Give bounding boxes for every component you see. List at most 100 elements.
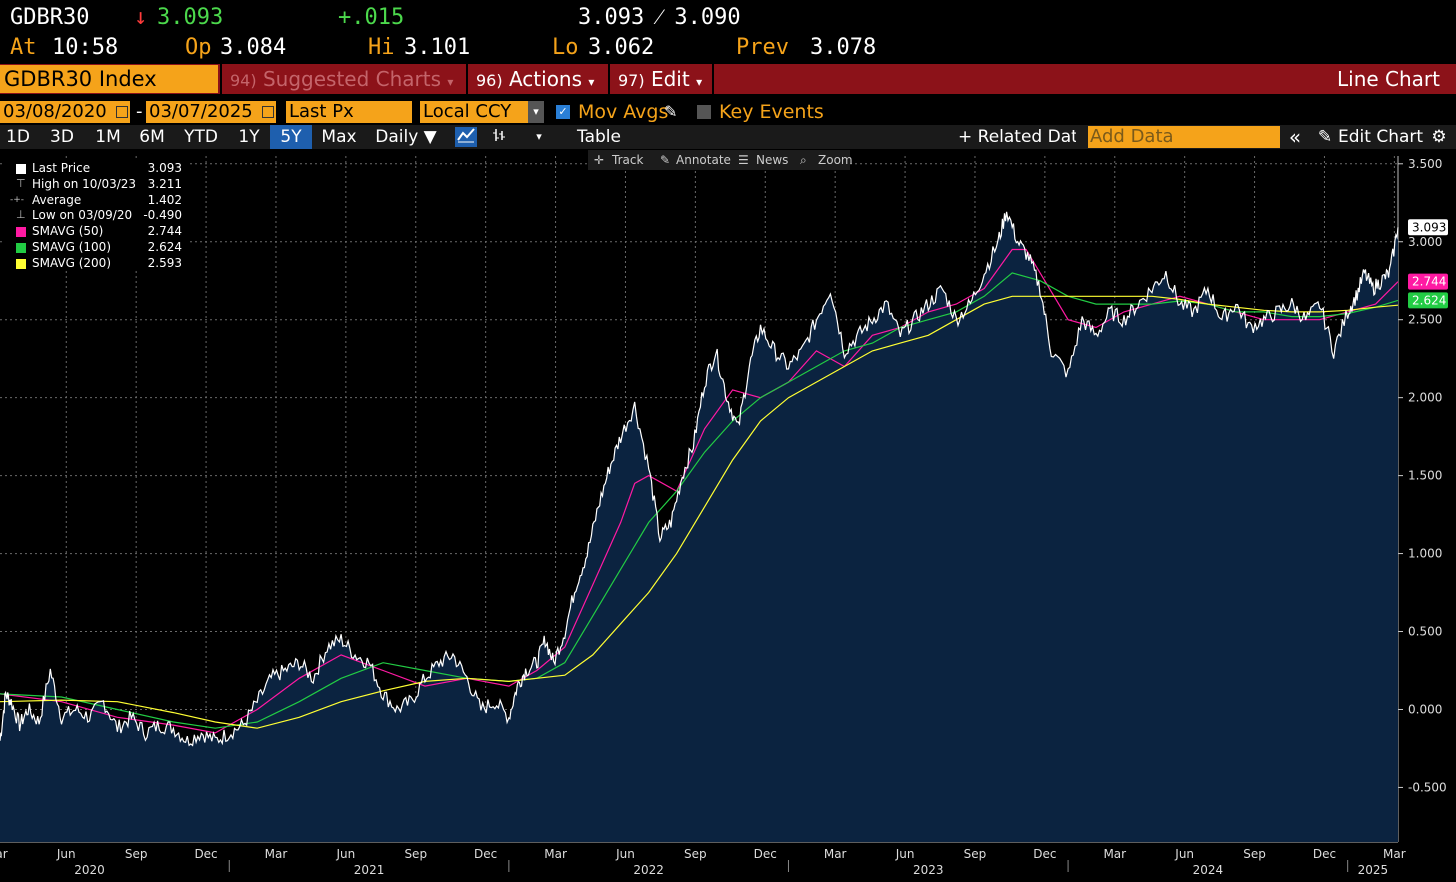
gear-icon[interactable]: ⚙ [1431, 127, 1447, 147]
mov-avgs-checkbox[interactable]: ✓ [556, 105, 570, 119]
low-marker-icon: ⊥ [16, 208, 26, 222]
start-date-field[interactable]: 03/08/2020 [0, 101, 130, 123]
actions-menu[interactable]: 96) Actions ▾ [466, 64, 594, 94]
pencil-icon[interactable]: ✎ [664, 102, 678, 121]
calendar-icon[interactable] [262, 106, 274, 118]
bid-ask: 3.093 ⁄ 3.090 [578, 5, 741, 30]
period-ytd[interactable]: YTD [184, 127, 218, 147]
calendar-icon[interactable] [116, 106, 128, 118]
legend-item: ⊥ Low on 03/09/20 -0.490 [4, 208, 188, 224]
zoom-tool[interactable]: Zoom [818, 153, 853, 167]
ticker: GDBR30 [10, 5, 90, 30]
year-label: 2024 [1193, 863, 1224, 877]
chart-tool-strip: ✛ Track ✎ Annotate ☰ News ⌕ Zoom [588, 150, 853, 170]
pencil-icon[interactable]: ✎ [1317, 127, 1333, 147]
key-events-label[interactable]: Key Events [719, 101, 824, 123]
y-tick-label: 2.000 [1408, 391, 1442, 405]
legend-item: ⊤ High on 10/03/23 3.211 [4, 177, 188, 193]
field-select[interactable]: Last Px [286, 101, 412, 123]
track-tool[interactable]: Track [612, 153, 644, 167]
news-tool[interactable]: News [756, 153, 789, 167]
value-tag-label: 3.093 [1412, 220, 1446, 234]
y-tick-label: 0.000 [1408, 702, 1442, 716]
value-tag [1408, 292, 1448, 309]
annotate-icon[interactable]: ✎ [660, 153, 671, 167]
legend-swatch [16, 227, 26, 238]
x-tick-label: Sep [964, 847, 987, 861]
news-icon[interactable]: ☰ [738, 153, 749, 167]
x-tick-label: Mar [1383, 847, 1406, 861]
currency-select[interactable]: Local CCY ▾ [420, 101, 544, 123]
prev-value: 3.078 [810, 35, 877, 60]
period-1m[interactable]: 1M [95, 127, 121, 147]
x-tick-label: Mar [824, 847, 847, 861]
low-label: Lo [552, 35, 579, 60]
down-arrow-icon: ↓ [134, 5, 148, 30]
chart-legend: Last Price 3.093 ⊤ High on 10/03/23 3.211 -+-… [4, 161, 188, 271]
period-1y[interactable]: 1Y [238, 127, 260, 147]
x-tick-label: Dec [474, 847, 497, 861]
period-5y[interactable]: 5Y [270, 125, 312, 149]
bar-chart-icon[interactable] [488, 127, 510, 147]
legend-value: 2.624 [147, 239, 182, 254]
crosshair-icon[interactable]: ✛ [594, 153, 605, 167]
legend-item: SMAVG (50) 2.744 [4, 224, 188, 240]
x-tick-label: Dec [754, 847, 777, 861]
period-max[interactable]: Max [321, 127, 357, 147]
low-value: 3.062 [588, 35, 655, 60]
security-field[interactable]: GDBR30 Index [0, 65, 218, 93]
options-row: 03/08/2020 - 03/07/2025 Last Px Local CC… [0, 98, 1456, 126]
y-tick-label: 1.000 [1408, 547, 1442, 561]
moving-average-line [0, 295, 1399, 729]
price-area [0, 211, 1398, 843]
legend-label: SMAVG (100) [32, 239, 112, 254]
price-chart[interactable]: 3.500 3.000 2.500 2.000 1.500 1.000 0.500 0.000… [0, 150, 1456, 882]
legend-item: Last Price 3.093 [4, 161, 188, 177]
high-marker-icon: ⊤ [16, 176, 26, 190]
year-label: 2020 [74, 863, 105, 877]
key-events-checkbox[interactable] [697, 105, 711, 119]
add-data-input[interactable]: Add Data [1088, 126, 1280, 148]
price-line [0, 211, 1399, 747]
chevron-down-icon[interactable]: ▾ [536, 130, 542, 143]
related-data-button[interactable]: + Related Data [958, 127, 1076, 147]
value-tag [1408, 219, 1448, 236]
table-button[interactable]: Table [577, 127, 621, 147]
value-tag-label: 2.624 [1412, 293, 1446, 307]
year-label: 2023 [913, 863, 944, 877]
legend-label: High on 10/03/23 [32, 176, 137, 191]
period-6m[interactable]: 6M [139, 127, 165, 147]
zoom-icon[interactable]: ⌕ [800, 153, 807, 167]
title-divider [712, 64, 714, 94]
x-tick-label: Jun [335, 847, 355, 861]
high-label: Hi [368, 35, 395, 60]
legend-item: SMAVG (200) 2.593 [4, 256, 188, 272]
year-label: 2025 [1358, 863, 1389, 877]
legend-item: -+- Average 1.402 [4, 193, 188, 209]
edit-chart-button[interactable]: Edit Chart [1338, 127, 1424, 147]
legend-label: SMAVG (200) [32, 255, 112, 270]
x-tick-label: Jun [56, 847, 76, 861]
end-date-field[interactable]: 03/07/2025 [146, 101, 276, 123]
high-value: 3.101 [404, 35, 471, 60]
chevron-down-icon[interactable]: ▾ [528, 101, 544, 123]
period-3d[interactable]: 3D [50, 127, 74, 147]
legend-swatch [16, 242, 26, 253]
y-tick-label: 1.500 [1408, 469, 1442, 483]
y-tick-label: 0.500 [1408, 625, 1442, 639]
prev-label: Prev [736, 35, 789, 60]
edit-menu[interactable]: 97) Edit ▾ [608, 64, 702, 94]
frequency-select[interactable]: Daily ▼ [375, 127, 437, 147]
legend-value: 1.402 [147, 192, 182, 207]
suggested-charts-menu[interactable]: 94) Suggested Charts ▾ [220, 64, 453, 94]
line-chart-icon[interactable] [455, 127, 477, 147]
mov-avgs-label[interactable]: Mov Avgs [578, 101, 669, 123]
annotate-tool[interactable]: Annotate [676, 153, 731, 167]
x-tick-label: Dec [1313, 847, 1336, 861]
value-tag-label: 2.744 [1412, 275, 1446, 289]
collapse-icon[interactable]: « [1288, 125, 1302, 149]
x-tick-label: Mar [1103, 847, 1126, 861]
y-tick-label: 3.000 [1408, 235, 1442, 249]
period-1d[interactable]: 1D [6, 127, 30, 147]
legend-value: 3.211 [147, 176, 182, 191]
